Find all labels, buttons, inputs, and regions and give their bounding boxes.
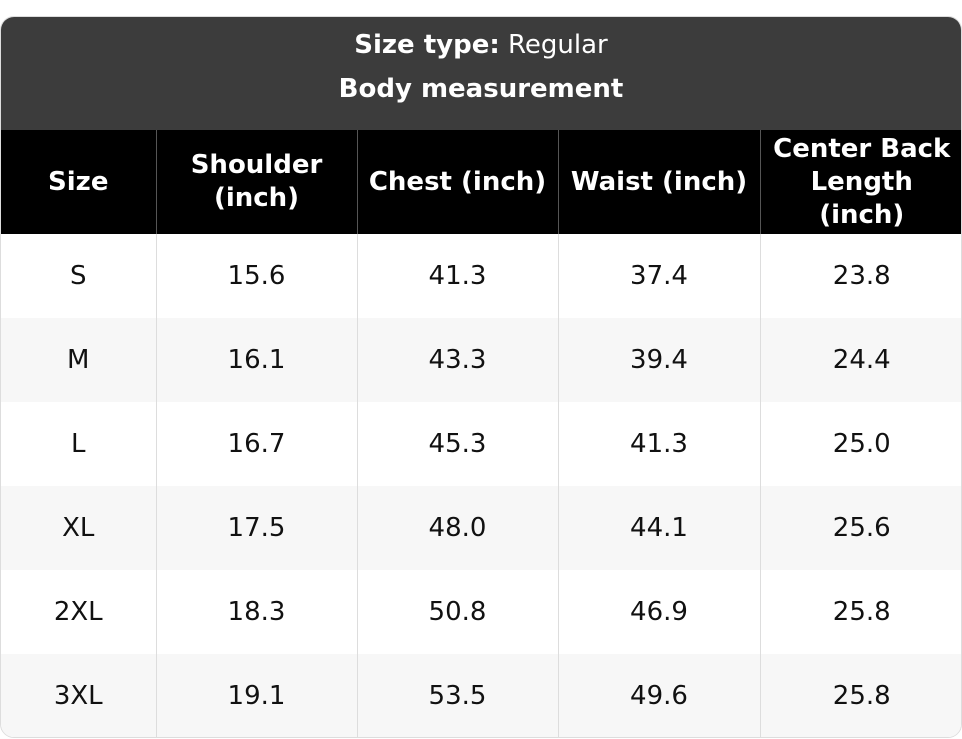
size-cell: M — [1, 318, 156, 402]
table-row: XL 17.5 48.0 44.1 25.6 — [1, 486, 961, 570]
size-cell: S — [69, 261, 87, 291]
measurement-cell: 46.9 — [557, 570, 760, 654]
table-header: Size type: Regular Body measurement — [1, 17, 961, 130]
size-cell: L — [71, 429, 86, 459]
table-body: S 15.6 41.3 37.4 23.8 M 16.1 43.3 39.4 24.4 L 16.7 4… — [1, 234, 961, 737]
size-cell: 3XL — [1, 654, 156, 737]
measurement-cell: 48.0 — [356, 486, 558, 570]
column-header: Chest (inch) — [356, 130, 558, 234]
measurement-cell: 49.6 — [557, 654, 760, 737]
measurement-cell: 25.6 — [759, 486, 961, 570]
measurement-cell: 25.0 — [759, 402, 961, 486]
measurement-cell: 25.8 — [759, 654, 961, 737]
table-row: S 15.6 41.3 37.4 23.8 — [1, 234, 961, 318]
column-header: Waist (inch) — [557, 130, 760, 234]
measurement-cell: 53.5 — [356, 654, 558, 737]
size-type-label: Size type: — [354, 30, 500, 60]
column-header: Center Back Length (inch) — [759, 130, 961, 234]
size-type: Regular — [508, 30, 608, 60]
size-chart: Size type: Regular Body measurement Size… — [0, 16, 962, 738]
size-cell: 2XL — [53, 597, 103, 627]
measurement-cell: 17.5 — [155, 486, 357, 570]
measurement-cell: 15.6 — [155, 234, 357, 318]
table-row: 2XL 18.3 50.8 46.9 25.8 — [1, 570, 961, 654]
measurement-cell: 24.4 — [759, 318, 961, 402]
measurement-cell: 23.8 — [759, 234, 961, 318]
measurement-cell: 44.1 — [557, 486, 760, 570]
size-type-line: Size type: Regular — [1, 17, 961, 73]
measurement-cell: 41.3 — [356, 234, 558, 318]
column-header: Size — [1, 130, 156, 234]
table-row: L 16.7 45.3 41.3 25.0 — [1, 402, 961, 486]
measurement-cell: 25.8 — [759, 570, 961, 654]
measurement-cell: 45.3 — [356, 402, 558, 486]
measurement-cell: 18.3 — [155, 570, 357, 654]
table-row: 3XL 19.1 53.5 49.6 25.8 — [1, 654, 961, 737]
measurement-cell: 39.4 — [557, 318, 760, 402]
measurement-cell: 41.3 — [557, 402, 760, 486]
measurement-cell: 16.7 — [155, 402, 357, 486]
table: Size Shoulder (inch) Chest (inch) Waist (in… — [1, 130, 961, 737]
measurement-cell: 50.8 — [356, 570, 558, 654]
measurement-cell: 37.4 — [557, 234, 760, 318]
column-header: Shoulder (inch) — [155, 130, 357, 234]
measurement-cell: 16.1 — [155, 318, 357, 402]
table-row: M 16.1 43.3 39.4 24.4 — [1, 318, 961, 402]
header-row: Size Shoulder (inch) Chest (inch) Waist (in… — [1, 130, 961, 234]
measurement-cell: 43.3 — [356, 318, 558, 402]
size-cell: XL — [1, 486, 156, 570]
subtitle: Body measurement — [338, 74, 624, 104]
measurement-cell: 19.1 — [155, 654, 357, 737]
